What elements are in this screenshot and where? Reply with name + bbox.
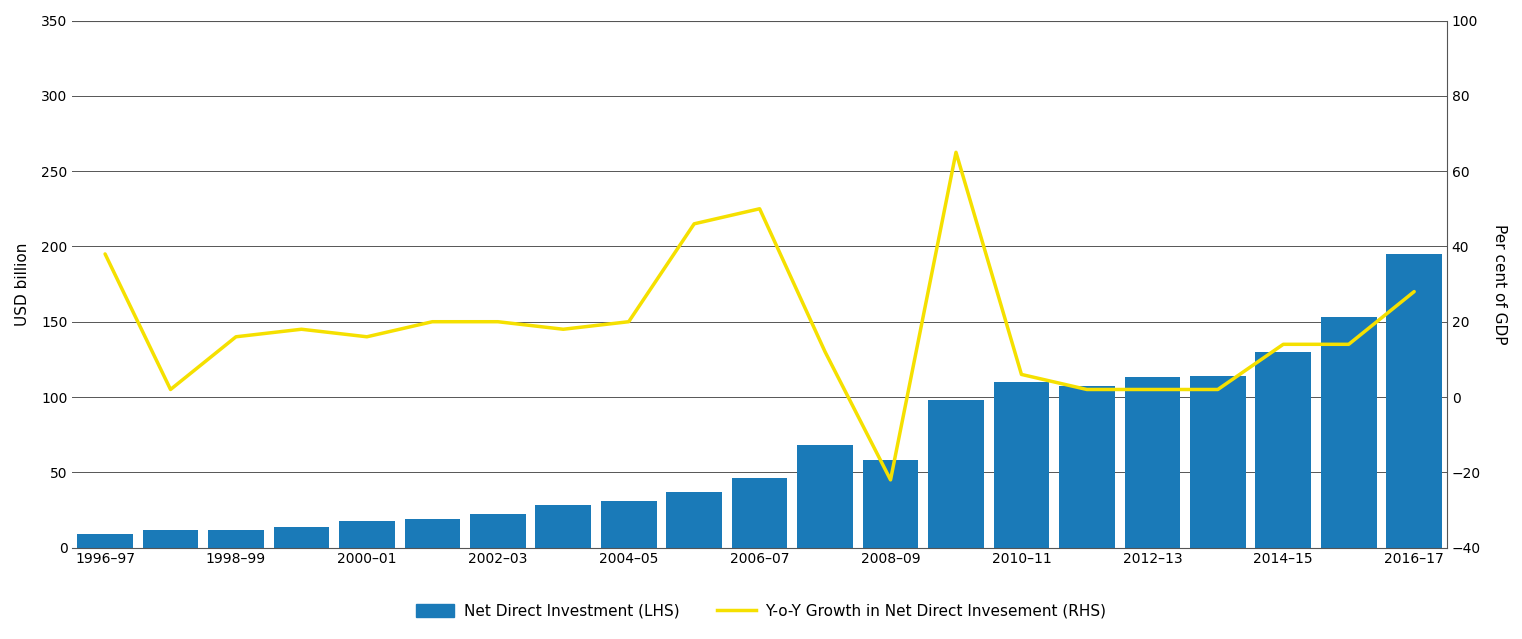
Bar <box>405 519 460 548</box>
Bar <box>274 527 329 548</box>
Bar <box>78 534 132 548</box>
Bar <box>143 530 198 548</box>
Bar <box>1321 317 1376 548</box>
Bar <box>732 479 787 548</box>
Y-axis label: USD billion: USD billion <box>15 242 30 326</box>
Bar <box>1190 376 1245 548</box>
Bar <box>928 400 983 548</box>
Bar <box>536 505 591 548</box>
Bar <box>339 521 394 548</box>
Bar <box>1059 387 1114 548</box>
Bar <box>470 514 525 548</box>
Bar <box>667 492 721 548</box>
Bar <box>1256 352 1310 548</box>
Legend: Net Direct Investment (LHS), Y-o-Y Growth in Net Direct Invesement (RHS): Net Direct Investment (LHS), Y-o-Y Growt… <box>409 597 1113 625</box>
Y-axis label: Per cent of GDP: Per cent of GDP <box>1492 224 1507 344</box>
Bar <box>994 382 1049 548</box>
Bar <box>1387 254 1441 548</box>
Bar <box>798 445 852 548</box>
Bar <box>209 530 263 548</box>
Bar <box>863 460 918 548</box>
Bar <box>601 501 656 548</box>
Bar <box>1125 378 1180 548</box>
